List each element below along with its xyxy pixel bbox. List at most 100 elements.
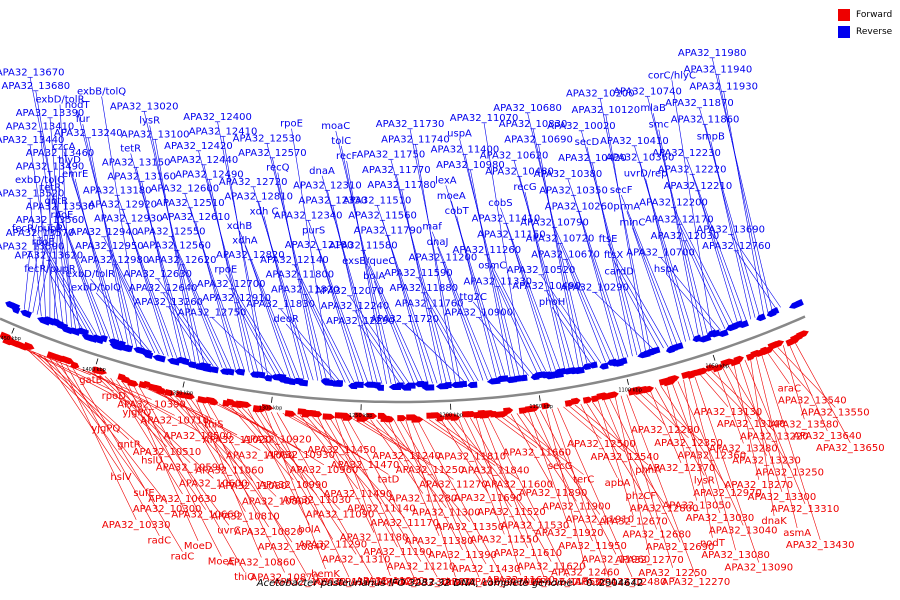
leader-line bbox=[32, 224, 51, 313]
leader-line bbox=[666, 384, 698, 501]
forward-gene-arrow bbox=[91, 366, 103, 375]
forward-gene-label: APA32_11950 bbox=[558, 541, 627, 552]
reverse-gene-label: APA32_12200 bbox=[639, 198, 708, 209]
leader-line bbox=[626, 211, 678, 345]
leader-line bbox=[683, 379, 713, 538]
reverse-gene-arrow bbox=[725, 322, 738, 332]
leader-line bbox=[475, 417, 521, 576]
forward-gene-label: APA32_10390 bbox=[117, 400, 186, 411]
forward-gene-label: APA32_13270 bbox=[725, 480, 794, 491]
reverse-gene-arrow bbox=[582, 363, 591, 370]
reverse-gene-label: tolC bbox=[331, 136, 351, 147]
reverse-gene-arrow bbox=[467, 381, 478, 389]
reverse-gene-label: smc bbox=[649, 120, 669, 131]
leader-line bbox=[265, 410, 326, 570]
leader-line bbox=[352, 418, 407, 452]
reverse-gene-label: exbB/tolQ bbox=[77, 86, 126, 97]
leader-line bbox=[586, 402, 642, 491]
leader-line bbox=[29, 198, 42, 317]
leader-line bbox=[554, 227, 615, 361]
reverse-gene-label: APA32_12340 bbox=[274, 210, 343, 221]
forward-gene-label: APA32_11910 bbox=[566, 515, 635, 526]
reverse-gene-label: APA32_13670 bbox=[0, 68, 64, 79]
leader-line bbox=[793, 340, 851, 443]
leader-line bbox=[464, 154, 516, 378]
leader-line bbox=[230, 288, 282, 377]
leader-line bbox=[138, 385, 245, 573]
leader-line bbox=[688, 378, 736, 551]
reverse-gene-label: APA32_12950 bbox=[75, 241, 144, 252]
reverse-gene-label: mlaB bbox=[640, 103, 666, 114]
reverse-gene-label: exbD/tolQ bbox=[15, 175, 65, 186]
ruler-tick bbox=[182, 381, 185, 388]
ruler-tick bbox=[712, 354, 716, 361]
reverse-gene-label: APA32_12420 bbox=[164, 141, 233, 152]
reverse-gene-arrow bbox=[637, 350, 651, 359]
forward-gene-arrow bbox=[8, 338, 23, 348]
forward-gene-arrow bbox=[473, 411, 485, 419]
forward-gene-label: APA32_11180 bbox=[340, 533, 409, 544]
leader-line bbox=[335, 417, 391, 577]
leader-line bbox=[545, 409, 586, 568]
leader-line bbox=[38, 353, 153, 456]
reverse-gene-label: ttg2C bbox=[459, 292, 487, 303]
reverse-gene-label: APA32_13570 bbox=[6, 228, 75, 239]
leader-line bbox=[155, 390, 261, 451]
forward-gene-label: APA32_11470 bbox=[331, 460, 400, 471]
forward-gene-label: APA32_11320 bbox=[403, 577, 472, 588]
reverse-gene-label: APA32_10290 bbox=[560, 282, 629, 293]
leader-line bbox=[592, 401, 665, 504]
forward-gene-label: APA32_10510 bbox=[133, 447, 202, 458]
forward-gene-arrow bbox=[406, 414, 419, 421]
forward-gene-label: APA32_11920 bbox=[535, 528, 604, 539]
reverse-gene-label: maf bbox=[422, 222, 442, 233]
leader-line bbox=[53, 158, 61, 322]
forward-gene-label: radC bbox=[148, 536, 172, 547]
leader-line bbox=[157, 278, 218, 368]
reverse-gene-label: czcA bbox=[52, 141, 75, 152]
reverse-gene-label: APA32_11580 bbox=[329, 241, 398, 252]
leader-line bbox=[580, 403, 618, 478]
leader-line bbox=[539, 410, 617, 555]
reverse-gene-label: APA32_10720 bbox=[526, 233, 595, 244]
leader-line bbox=[114, 264, 156, 354]
forward-gene-label: APA32_11310 bbox=[322, 554, 391, 565]
leader-line bbox=[452, 418, 536, 521]
forward-gene-arrow bbox=[462, 411, 473, 418]
leader-line bbox=[135, 167, 187, 361]
reverse-gene-label: APA32_11260 bbox=[453, 245, 522, 256]
leader-line bbox=[393, 419, 463, 551]
reverse-gene-label: xdhB bbox=[227, 221, 253, 232]
leader-line bbox=[82, 123, 134, 348]
leader-line bbox=[733, 363, 760, 480]
reverse-gene-label: xdh C bbox=[250, 206, 279, 217]
reverse-swatch bbox=[838, 25, 850, 38]
leader-line bbox=[99, 374, 191, 463]
reverse-gene-label: APA32_11590 bbox=[384, 268, 453, 279]
reverse-gene-label: dnaA bbox=[309, 166, 335, 177]
reverse-gene-label: exsB/queC bbox=[342, 256, 395, 267]
reverse-gene-label: APA32_12980 bbox=[81, 255, 150, 266]
leader-line bbox=[684, 240, 726, 329]
forward-gene-label: APA32_13230 bbox=[732, 456, 801, 467]
forward-gene-arrow bbox=[426, 412, 438, 419]
forward-gene-label: APA32_13220 bbox=[740, 431, 809, 442]
reverse-gene-label: APA32_11800 bbox=[266, 270, 335, 281]
reverse-gene-label: APA32_11930 bbox=[689, 81, 758, 92]
reverse-gene-label: APA32_10520 bbox=[507, 265, 576, 276]
leader-line bbox=[211, 317, 273, 376]
leader-line bbox=[777, 347, 836, 408]
leader-line bbox=[288, 413, 366, 461]
forward-gene-label: araC bbox=[778, 384, 801, 395]
leader-line bbox=[492, 270, 543, 374]
reverse-gene-label: APA32_10200 bbox=[566, 89, 635, 100]
reverse-gene-label: APA32_13440 bbox=[0, 135, 64, 146]
leader-line bbox=[390, 159, 452, 383]
reverse-gene-label: recF bbox=[336, 151, 358, 162]
forward-gene-label: APA32_13550 bbox=[801, 407, 870, 418]
forward-gene-label: APA32_12540 bbox=[590, 452, 659, 463]
forward-gene-label: APA32_11690 bbox=[454, 493, 523, 504]
leader-line bbox=[711, 57, 773, 311]
leader-line bbox=[603, 399, 658, 530]
forward-gene-label: apbA bbox=[605, 478, 631, 489]
